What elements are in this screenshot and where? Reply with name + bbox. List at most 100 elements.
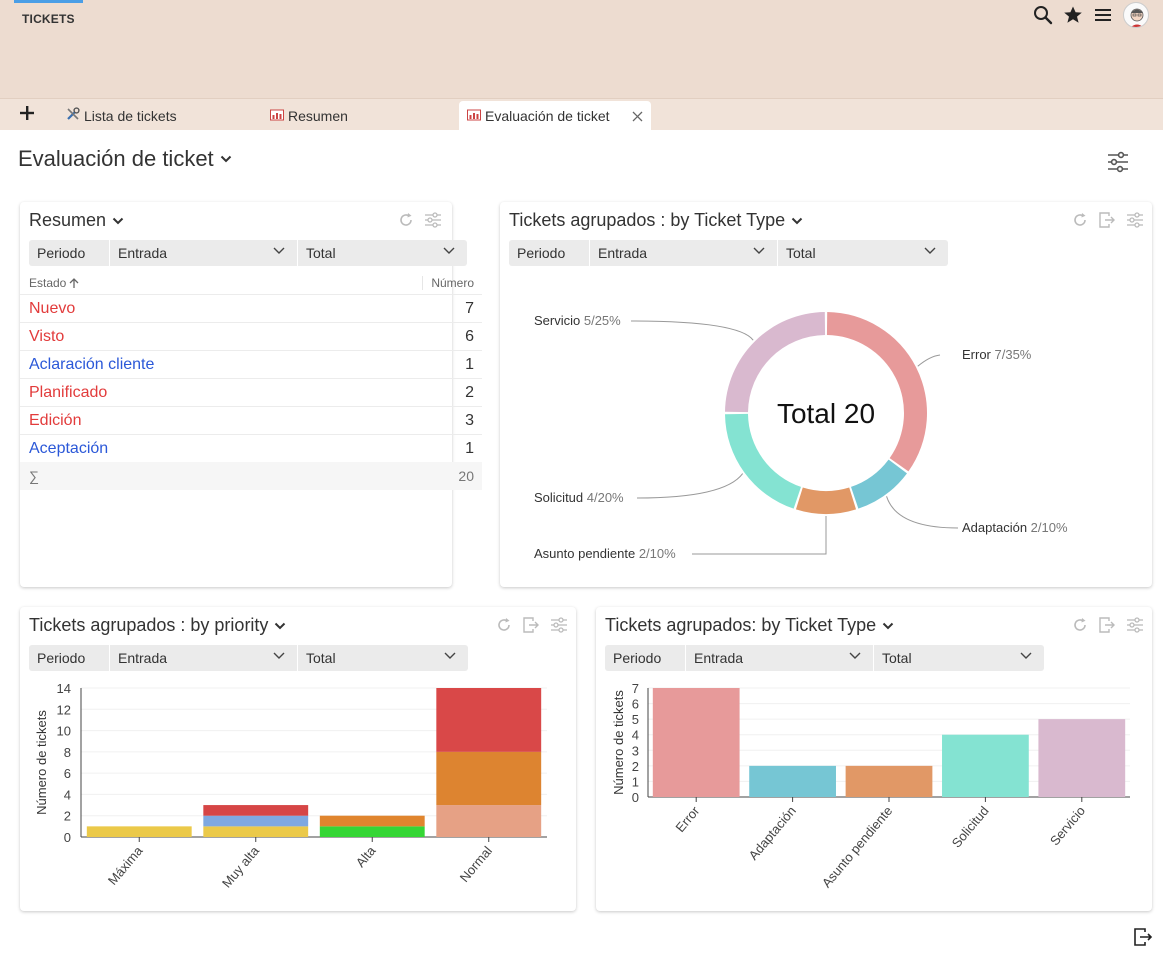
page-title[interactable]: Evaluación de ticket — [18, 146, 232, 172]
sum-value: 20 — [458, 468, 474, 484]
resumen-table-body: Estado Número Nuevo 7 Visto 6 Aclaración cli… — [20, 272, 482, 490]
filter-total-select[interactable]: Total — [873, 645, 1044, 671]
bar — [846, 766, 933, 797]
slice-label: Asunto pendiente 2/10% — [534, 546, 676, 561]
settings-icon[interactable] — [550, 617, 568, 638]
priority-bar-chart: 0 2 4 6 8 10 12 14 Número de tickets Máxima Muy al… — [20, 677, 576, 907]
refresh-icon[interactable] — [496, 617, 512, 638]
y-tick-label: 2 — [64, 809, 71, 824]
filter-entrada-select[interactable]: Entrada — [589, 240, 777, 266]
status-label[interactable]: Visto — [29, 328, 64, 346]
slice-name: Servicio — [534, 313, 584, 328]
star-icon[interactable] — [1063, 5, 1083, 25]
type-bar-widget: Tickets agrupados: by Ticket Type Period… — [596, 607, 1152, 911]
status-label[interactable]: Aclaración cliente — [29, 356, 154, 374]
column-estado[interactable]: Estado — [29, 276, 79, 290]
refresh-icon[interactable] — [398, 212, 414, 233]
settings-icon[interactable] — [1126, 617, 1144, 638]
slice-label: Error 7/35% — [962, 347, 1032, 362]
tab-label: Resumen — [288, 108, 348, 124]
donut-slice-asunto-pendiente — [796, 487, 856, 514]
export-page-icon[interactable] — [1133, 928, 1153, 951]
tab-lista-de-tickets[interactable]: Lista de tickets — [66, 101, 256, 130]
status-label[interactable]: Edición — [29, 412, 81, 430]
export-icon[interactable] — [522, 617, 540, 638]
user-avatar[interactable] — [1123, 2, 1149, 28]
filter-entrada-select[interactable]: Entrada — [109, 240, 297, 266]
status-count: 7 — [465, 300, 474, 318]
status-count: 3 — [465, 412, 474, 430]
bar — [749, 766, 836, 797]
slice-label: Adaptación 2/10% — [962, 520, 1068, 535]
widget-title-text: Tickets agrupados : by priority — [29, 615, 268, 636]
y-tick-label: 2 — [632, 759, 639, 774]
new-tab-button[interactable] — [18, 104, 36, 127]
x-tick-label: Adaptación — [746, 803, 799, 862]
slice-value: 7/35% — [995, 347, 1032, 362]
status-label[interactable]: Nuevo — [29, 300, 75, 318]
bar-segment — [436, 752, 541, 805]
slice-label: Servicio 5/25% — [534, 313, 621, 328]
x-tick-label: Normal — [457, 843, 495, 885]
widget-title-text: Tickets agrupados : by Ticket Type — [509, 210, 785, 231]
status-count: 6 — [465, 328, 474, 346]
slice-name: Adaptación — [962, 520, 1031, 535]
slice-name: Solicitud — [534, 490, 587, 505]
search-icon[interactable] — [1033, 5, 1053, 25]
widget-tools — [1072, 617, 1144, 638]
status-count: 1 — [465, 440, 474, 458]
filter-entrada-select[interactable]: Entrada — [685, 645, 873, 671]
slice-value: 2/10% — [639, 546, 676, 561]
table-row[interactable]: Planificado 2 — [20, 378, 482, 406]
menu-icon[interactable] — [1093, 5, 1113, 25]
filter-total-select[interactable]: Total — [297, 240, 467, 266]
y-tick-label: 6 — [632, 697, 639, 712]
page-settings-icon[interactable] — [1106, 151, 1130, 178]
status-label[interactable]: Aceptación — [29, 440, 108, 458]
table-row[interactable]: Aceptación 1 — [20, 434, 482, 462]
resumen-title[interactable]: Resumen — [29, 210, 124, 231]
slice-value: 5/25% — [584, 313, 621, 328]
settings-icon[interactable] — [1126, 212, 1144, 233]
bar-segment — [87, 826, 192, 837]
table-row[interactable]: Edición 3 — [20, 406, 482, 434]
y-axis-label: Número de tickets — [611, 690, 626, 795]
filter-entrada-select[interactable]: Entrada — [109, 645, 297, 671]
y-tick-label: 4 — [632, 728, 639, 743]
settings-icon[interactable] — [424, 212, 442, 233]
bar-segment — [436, 805, 541, 837]
status-label[interactable]: Planificado — [29, 384, 107, 402]
column-numero[interactable]: Número — [422, 276, 474, 290]
chevron-down-icon — [220, 155, 232, 163]
widget-title-text: Resumen — [29, 210, 106, 231]
leader-line — [692, 516, 826, 554]
y-tick-label: 1 — [632, 774, 639, 789]
table-row[interactable]: Nuevo 7 — [20, 294, 482, 322]
type-bar-widget-title[interactable]: Tickets agrupados: by Ticket Type — [605, 615, 894, 636]
refresh-icon[interactable] — [1072, 212, 1088, 233]
export-icon[interactable] — [1098, 617, 1116, 638]
refresh-icon[interactable] — [1072, 617, 1088, 638]
tab-resumen[interactable]: Resumen — [270, 101, 450, 130]
bar-segment — [436, 688, 541, 752]
table-row[interactable]: Visto 6 — [20, 322, 482, 350]
chevron-down-icon — [112, 217, 124, 225]
table-row[interactable]: Aclaración cliente 1 — [20, 350, 482, 378]
filter-bar: Periodo Entrada Total — [605, 645, 1044, 671]
priority-widget: Tickets agrupados : by priority Periodo … — [20, 607, 576, 911]
x-tick-label: Servicio — [1047, 803, 1088, 848]
close-tab-icon[interactable] — [632, 109, 643, 125]
donut-widget-title[interactable]: Tickets agrupados : by Ticket Type — [509, 210, 803, 231]
app-tab-tickets[interactable]: TICKETS — [14, 0, 83, 32]
slice-value: 2/10% — [1031, 520, 1068, 535]
leader-line — [631, 321, 753, 340]
filter-total-select[interactable]: Total — [297, 645, 468, 671]
bar — [942, 735, 1029, 797]
top-toolbar — [1033, 0, 1149, 30]
filter-total-select[interactable]: Total — [777, 240, 948, 266]
tab-evaluacion-de-ticket[interactable]: Evaluación de ticket — [459, 101, 651, 130]
priority-widget-title[interactable]: Tickets agrupados : by priority — [29, 615, 286, 636]
export-icon[interactable] — [1098, 212, 1116, 233]
bar-segment — [203, 816, 308, 827]
